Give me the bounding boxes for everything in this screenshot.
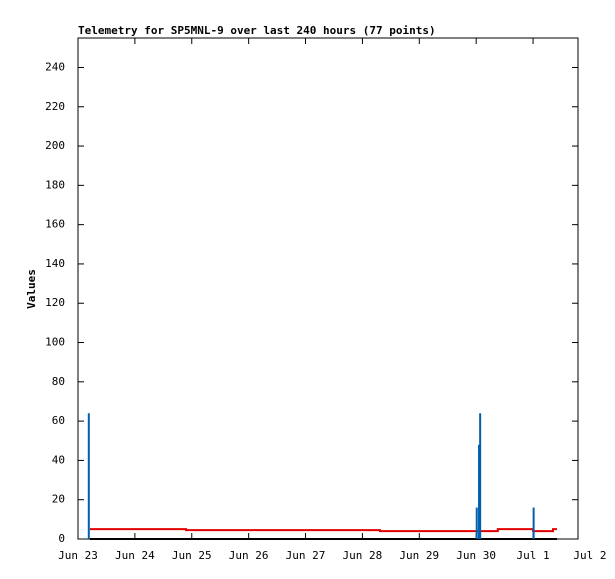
- y-tick-label: 160: [45, 218, 65, 231]
- x-tick-label: Jun 24: [115, 549, 155, 562]
- y-tick-label: 140: [45, 257, 65, 270]
- y-tick-label: 200: [45, 139, 65, 152]
- y-tick-label: 80: [52, 375, 65, 388]
- y-tick-label: 120: [45, 296, 65, 309]
- plot-frame: [77, 37, 579, 540]
- y-tick-label: 100: [45, 336, 65, 349]
- x-tick-label: Jun 25: [172, 549, 212, 562]
- series-line: [89, 528, 557, 533]
- chart-title: Telemetry for SP5MNL-9 over last 240 hou…: [78, 24, 436, 37]
- y-tick-label: 240: [45, 60, 65, 73]
- y-tick-label: 40: [52, 453, 65, 466]
- y-tick-label: 20: [52, 493, 65, 506]
- y-tick-label: 60: [52, 414, 65, 427]
- x-tick-label: Jun 29: [399, 549, 439, 562]
- y-tick-label: 0: [58, 532, 65, 545]
- x-tick-label: Jun 28: [343, 549, 383, 562]
- x-tick-label: Jun 23: [58, 549, 98, 562]
- x-tick-label: Jun 26: [229, 549, 269, 562]
- y-tick-label: 220: [45, 100, 65, 113]
- x-tick-label: Jun 27: [286, 549, 326, 562]
- y-axis-label: Values: [25, 269, 38, 309]
- x-tick-label: Jul 2: [573, 549, 606, 562]
- x-tick-label: Jun 30: [456, 549, 496, 562]
- y-tick-label: 180: [45, 178, 65, 191]
- x-tick-label: Jul 1: [517, 549, 550, 562]
